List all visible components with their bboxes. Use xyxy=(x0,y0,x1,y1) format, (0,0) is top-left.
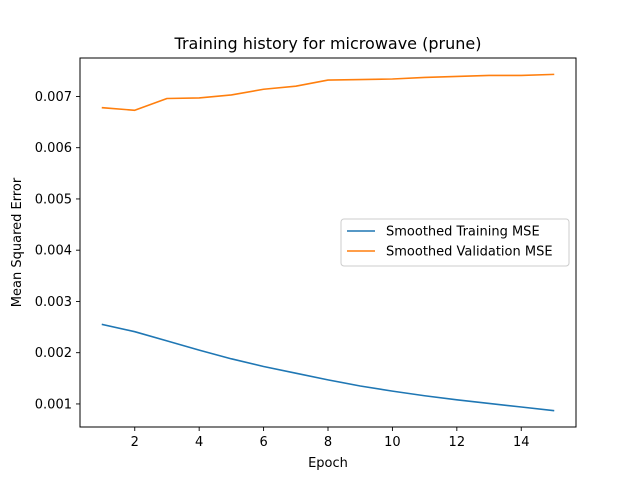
x-tick-label: 14 xyxy=(513,435,530,450)
y-axis: 0.001 0.002 0.003 0.004 0.005 0.006 0.007 xyxy=(35,90,80,412)
y-tick-label: 0.004 xyxy=(35,244,72,259)
y-tick-label: 0.007 xyxy=(35,90,72,105)
x-axis: 2 4 6 8 10 12 14 xyxy=(131,427,530,450)
x-tick-label: 4 xyxy=(195,435,203,450)
legend-label-1: Smoothed Validation MSE xyxy=(386,245,553,260)
plot-area xyxy=(101,73,555,412)
x-tick-label: 6 xyxy=(259,435,267,450)
x-axis-label: Epoch xyxy=(308,456,348,471)
y-axis-label: Mean Squared Error xyxy=(10,177,25,307)
y-tick-label: 0.001 xyxy=(35,397,72,412)
x-tick-label: 2 xyxy=(131,435,139,450)
y-tick-label: 0.002 xyxy=(35,346,72,361)
legend-box xyxy=(340,218,570,267)
x-tick-label: 8 xyxy=(324,435,332,450)
legend-label-0: Smoothed Training MSE xyxy=(386,225,540,240)
x-tick-label: 12 xyxy=(449,435,466,450)
series-line-0 xyxy=(101,323,555,412)
y-tick-label: 0.005 xyxy=(35,192,72,207)
legend: Smoothed Training MSE Smoothed Validation… xyxy=(340,218,570,267)
y-tick-label: 0.006 xyxy=(35,141,72,156)
chart-title: Training history for microwave (prune) xyxy=(174,34,482,53)
series-line-1 xyxy=(101,73,555,112)
y-tick-label: 0.003 xyxy=(35,295,72,310)
x-tick-label: 10 xyxy=(384,435,401,450)
